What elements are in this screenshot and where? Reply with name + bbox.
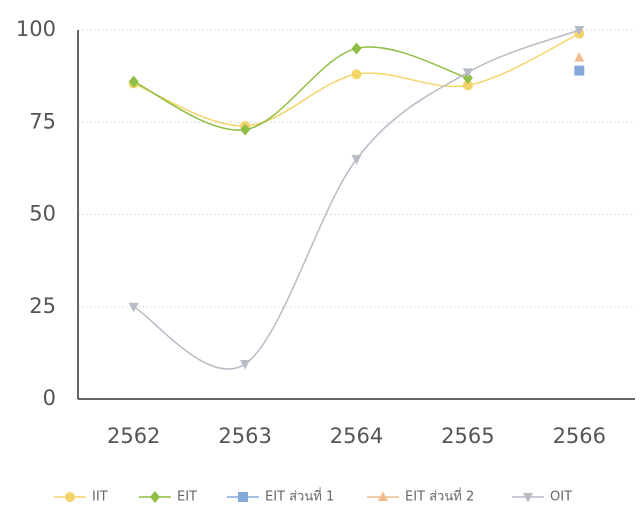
x-tick-label: 2564 xyxy=(330,424,383,448)
legend-label: EIT xyxy=(177,490,197,505)
y-tick-label: 75 xyxy=(29,109,56,133)
marker xyxy=(378,491,388,501)
marker xyxy=(240,123,251,136)
x-tick-label: 2566 xyxy=(553,424,606,448)
series-line xyxy=(133,29,580,370)
x-tick-label: 2562 xyxy=(107,424,160,448)
legend-label: OIT xyxy=(550,490,572,505)
marker xyxy=(574,52,585,62)
x-tick-label: 2563 xyxy=(218,424,271,448)
legend-label: EIT ส่วนที่ 1 xyxy=(265,488,334,505)
marker xyxy=(238,492,248,502)
marker xyxy=(128,302,139,313)
marker xyxy=(351,69,362,80)
legend-label: EIT ส่วนที่ 2 xyxy=(405,488,474,505)
legend-label: IIT xyxy=(92,490,108,505)
marker xyxy=(462,71,473,84)
marker xyxy=(150,491,160,503)
series-line xyxy=(133,46,469,131)
marker xyxy=(462,68,473,78)
marker xyxy=(240,359,251,370)
marker xyxy=(128,75,139,88)
y-tick-label: 25 xyxy=(29,294,56,318)
marker xyxy=(574,26,585,36)
y-tick-label: 0 xyxy=(43,386,56,410)
marker xyxy=(574,65,585,76)
marker xyxy=(462,80,473,91)
y-tick-label: 50 xyxy=(29,202,56,226)
marker xyxy=(523,493,533,503)
marker xyxy=(351,155,362,165)
x-tick-label: 2565 xyxy=(441,424,494,448)
marker xyxy=(351,42,362,55)
y-tick-label: 100 xyxy=(16,17,56,41)
marker xyxy=(65,492,75,502)
